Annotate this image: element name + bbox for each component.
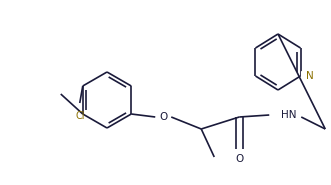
- Text: O: O: [159, 112, 167, 122]
- Text: HN: HN: [281, 110, 297, 120]
- Text: Cl: Cl: [75, 111, 84, 121]
- Text: N: N: [306, 71, 313, 81]
- Text: O: O: [235, 154, 243, 164]
